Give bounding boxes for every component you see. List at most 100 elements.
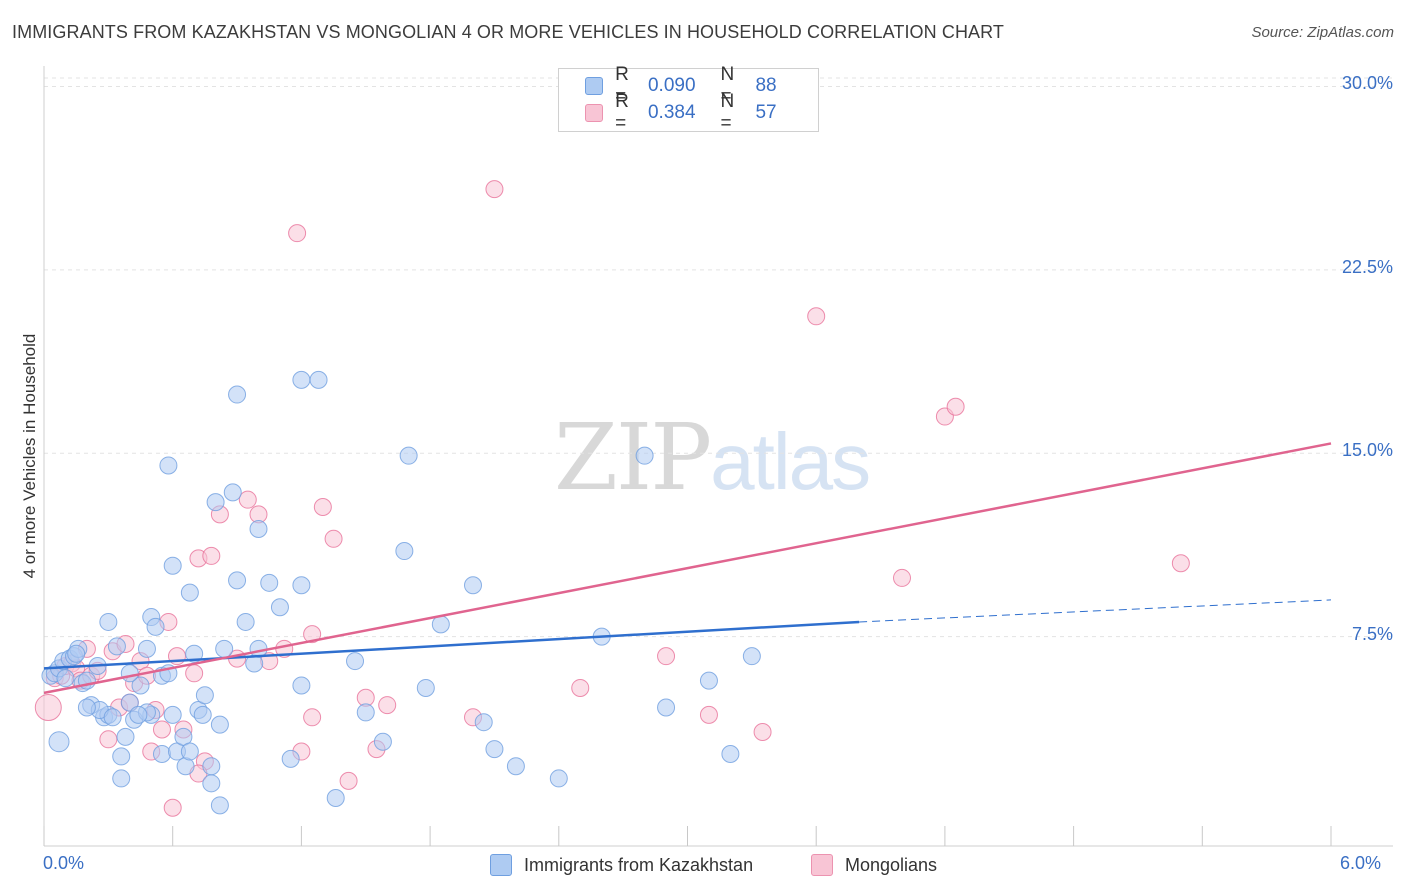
mongolians-point [1171,554,1190,573]
mongolians-point [238,490,257,509]
mongolians-point [571,678,590,697]
bottom-legend-mongolians[interactable]: Mongolians [811,852,937,878]
kazakhstan-point [228,385,247,404]
kazakhstan-point [742,647,761,666]
kazakhstan-point [137,639,156,658]
kazakhstan-point [373,732,392,751]
legend-swatch-mongolians [585,104,604,122]
kazakhstan-point [159,456,178,475]
y-tick-label: 7.5% [1351,623,1393,644]
legend-r-value: 0.384 [647,102,696,123]
bottom-legend-kazakhstan[interactable]: Immigrants from Kazakhstan [490,852,753,878]
kazakhstan-points [41,370,761,815]
kazakhstan-point [549,769,568,788]
kazakhstan-point [163,705,182,724]
legend-row-mongolians: R = 0.384 N = 57 [585,91,818,134]
mongolians-point [202,546,221,565]
kazakhstan-trend-line [43,620,860,670]
legend-n-value: 57 [755,102,777,123]
chart-title: IMMIGRANTS FROM KAZAKHSTAN VS MONGOLIAN … [12,22,1005,42]
kazakhstan-point [152,744,171,763]
mongolians-trend-line [43,442,1332,695]
mongolians-point [807,307,826,326]
kazakhstan-point [120,664,139,683]
kazakhstan-point [270,598,289,617]
watermark-zip: ZIP [554,404,712,511]
legend-r-label: R = [615,91,629,134]
kazakhstan-point [215,639,234,658]
kazakhstan-point [228,571,247,590]
kazakhstan-point [112,747,131,766]
kazakhstan-point [699,671,718,690]
kazakhstan-point [195,686,214,705]
mongolians-point [303,708,322,727]
y-tick-label: 30.0% [1341,73,1393,94]
kazakhstan-point [99,612,118,631]
kazakhstan-point [485,740,504,759]
mongolians-point [303,625,322,644]
source-credit: Source: ZipAtlas.com [1251,24,1394,41]
kazakhstan-point [236,612,255,631]
mongolians-point [34,694,62,722]
kazakhstan-point [193,705,212,724]
mongolians-point [288,224,307,243]
kazakhstan-point [67,644,86,663]
kazakhstan-point [120,693,139,712]
bottom-legend-label-mongolians: Mongolians [845,854,938,875]
kazakhstan-point [146,617,165,636]
kazakhstan-point [116,727,135,746]
mongolians-point [699,705,718,724]
mongolians-point [313,498,332,517]
legend-swatch-kazakhstan [585,77,604,95]
kazakhstan-point [431,615,450,634]
mongolians-point [185,664,204,683]
kazakhstan-point [223,483,242,502]
x-tick-label-min: 0.0% [43,853,85,873]
mongolians-point [657,647,676,666]
kazakhstan-point [292,676,311,695]
legend-n-label: N = [720,91,735,134]
bottom-legend-swatch-kazakhstan [490,854,512,876]
kazakhstan-point [281,749,300,768]
kazakhstan-point [180,583,199,602]
kazakhstan-point [395,542,414,561]
legend-n-label: N = [720,64,735,107]
kazakhstan-point [474,713,493,732]
kazakhstan-point [163,556,182,575]
mongolians-point [893,568,911,587]
kazakhstan-point [249,520,268,539]
legend-row-kazakhstan: R = 0.090 N = 88 [585,64,818,107]
kazakhstan-point [416,678,435,697]
kazakhstan-point [506,757,525,776]
kazakhstan-point [399,446,418,465]
kazakhstan-point [309,370,328,389]
kazakhstan-point [131,676,150,695]
mongolians-point [339,771,358,790]
y-tick-label: 15.0% [1341,440,1393,461]
x-tick-label-max: 6.0% [1340,853,1382,873]
kazakhstan-point [346,652,365,671]
kazakhstan-point [185,644,204,663]
kazakhstan-point [206,493,225,512]
mongolians-point [163,798,182,817]
watermark-atlas: atlas [710,417,871,506]
mongolians-point [324,529,343,548]
mongolians-point [99,730,118,749]
kazakhstan-point [464,576,482,595]
legend-r-value: 0.090 [647,75,696,96]
kazakhstan-point [721,744,740,763]
kazakhstan-point [657,698,676,717]
kazakhstan-point [107,637,126,656]
mongolians-point [378,696,397,715]
kazakhstan-point [56,669,75,688]
kazakhstan-point [103,708,122,727]
kazakhstan-point [48,731,70,753]
y-tick-label: 22.5% [1341,256,1393,277]
kazakhstan-point [180,742,199,761]
bottom-legend-swatch-mongolians [811,854,833,876]
mongolians-point [753,722,772,741]
axes [43,66,1393,847]
bottom-legend-label-kazakhstan: Immigrants from Kazakhstan [524,854,754,875]
kazakhstan-point [326,788,345,807]
